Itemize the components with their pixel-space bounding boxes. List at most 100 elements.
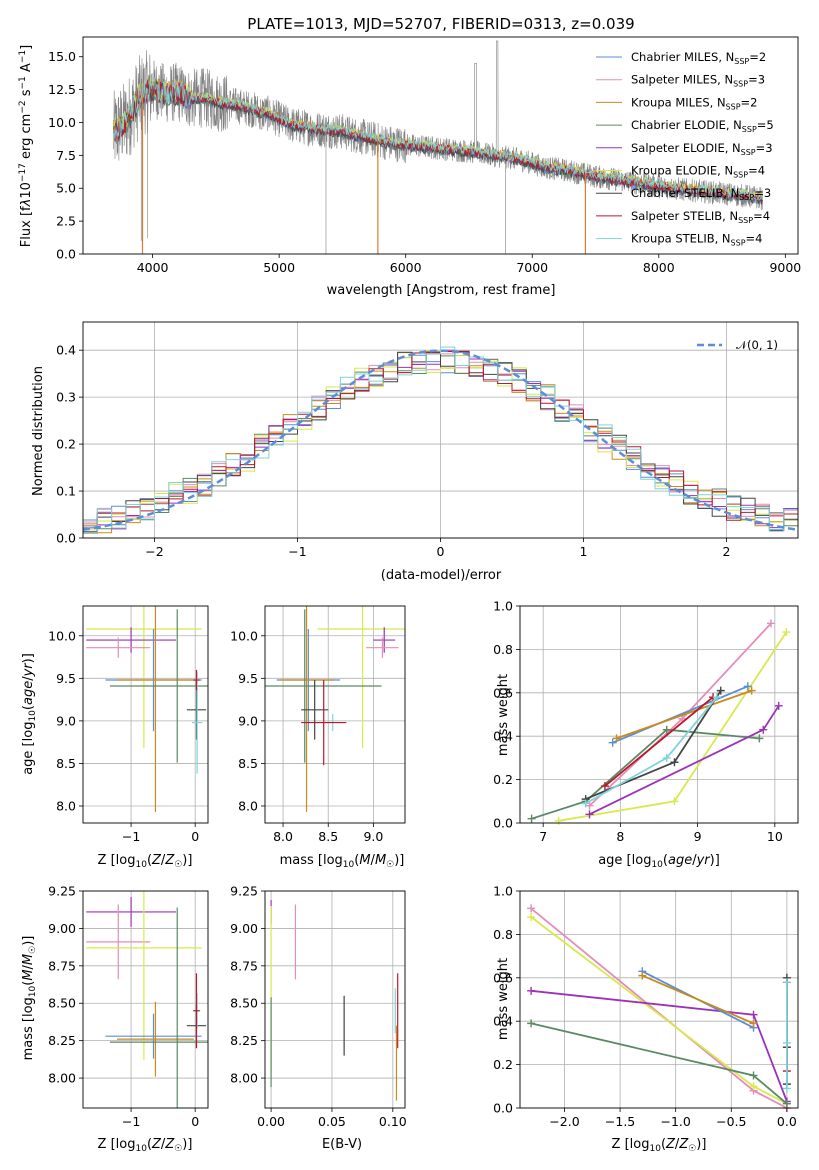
weight-marker bbox=[759, 725, 768, 734]
weight-marker bbox=[749, 1082, 758, 1091]
x-tick-label: 9 bbox=[694, 829, 702, 844]
x-tick-label: 8 bbox=[616, 829, 624, 844]
spectrum-xlabel: wavelength [Angstrom, rest frame] bbox=[327, 283, 556, 298]
y-tick-label: 0.4 bbox=[56, 343, 76, 358]
y-tick-label: 9.5 bbox=[238, 671, 258, 686]
weight-marker bbox=[782, 628, 791, 637]
y-tick-label: 10.0 bbox=[230, 628, 258, 643]
weight-marker bbox=[712, 693, 721, 702]
plot-frame bbox=[264, 605, 406, 824]
weight-line bbox=[531, 728, 760, 820]
weight-line bbox=[530, 1022, 788, 1105]
x-tick-label: 0.10 bbox=[379, 1114, 407, 1129]
y-tick-label: 0.4 bbox=[493, 729, 513, 744]
weight-line bbox=[641, 974, 754, 1025]
y-tick-label: 8.00 bbox=[230, 1071, 258, 1086]
x-tick-label: 9000 bbox=[769, 260, 801, 275]
subscript: SSP bbox=[738, 216, 753, 225]
legend-value: =2 bbox=[741, 95, 758, 109]
y-tick-label: 7.5 bbox=[56, 148, 76, 163]
error-bars bbox=[270, 899, 399, 1101]
age-vs-mass-xlabel: mass [log10(M/M☉)] bbox=[280, 853, 405, 870]
weight-marker bbox=[782, 978, 791, 987]
model-spectrum-line bbox=[113, 76, 763, 201]
x-tick-label: 0 bbox=[191, 829, 199, 844]
y-tick-label: 8.5 bbox=[56, 756, 76, 771]
weight-marker bbox=[554, 816, 563, 825]
x-tick-label: −1 bbox=[122, 829, 140, 844]
y-tick-label: 0.2 bbox=[493, 772, 513, 787]
legend-label: Chabrier ELODIE, NSSP=5 bbox=[631, 118, 774, 134]
age-vs-z-ylabel: age [log10(age/yr)] bbox=[21, 653, 38, 775]
x-tick-label: 8000 bbox=[643, 260, 675, 275]
grid-lines bbox=[265, 890, 405, 1108]
y-tick-label: 0.0 bbox=[493, 816, 513, 831]
legend-label: Kroupa ELODIE, NSSP=4 bbox=[631, 164, 765, 180]
age-vs-z-panel: −1 0 8.0 8.5 9.0 9.5 10.0 bbox=[48, 605, 209, 844]
y-tick-label: 9.00 bbox=[230, 921, 258, 936]
weight-vs-z-xlabel: Z [log10(Z/Z☉)] bbox=[612, 1137, 707, 1154]
x-tick-label: 0 bbox=[191, 1114, 199, 1129]
legend-label: Salpeter STELIB, NSSP=4 bbox=[631, 209, 770, 225]
weight-marker bbox=[670, 758, 679, 767]
y-tick-label: 0.6 bbox=[493, 970, 513, 985]
subscript: SSP bbox=[742, 125, 757, 134]
residual-ylabel: Normed distribution bbox=[31, 366, 46, 496]
y-tick-label: 0.4 bbox=[493, 1014, 513, 1029]
legend-value: =2 bbox=[749, 50, 766, 64]
x-tick-label: 0.05 bbox=[318, 1114, 346, 1129]
weight-marker bbox=[662, 753, 671, 762]
x-tick-label: 2 bbox=[723, 544, 731, 559]
weight-marker bbox=[527, 913, 536, 922]
weight-marker bbox=[782, 1099, 791, 1108]
spectrum-ylabel: Flux [fλ10−17 erg cm−2 s−1 A−1] bbox=[18, 45, 34, 247]
subscript: SSP bbox=[726, 102, 741, 111]
weight-line bbox=[530, 916, 788, 1105]
y-tick-label: 8.0 bbox=[238, 798, 258, 813]
normal-curve bbox=[82, 349, 799, 532]
weight-line bbox=[558, 631, 788, 822]
age-vs-z-xlabel: Z [log10(Z/Z☉)] bbox=[98, 853, 193, 870]
weight-marker bbox=[581, 799, 590, 808]
subscript: SSP bbox=[741, 148, 756, 157]
y-tick-label: 9.00 bbox=[48, 921, 76, 936]
weight-marker bbox=[612, 734, 621, 743]
y-tick-label: 0.8 bbox=[493, 927, 513, 942]
x-tick-label: 7000 bbox=[516, 260, 548, 275]
residual-histogram bbox=[83, 350, 798, 533]
y-tick-label: 0.6 bbox=[493, 685, 513, 700]
plot-frame bbox=[519, 890, 799, 1109]
y-tick-label: 10.0 bbox=[48, 115, 76, 130]
mass-vs-z-xlabel: Z [log10(Z/Z☉)] bbox=[98, 1137, 193, 1154]
legend-label: Salpeter MILES, NSSP=3 bbox=[631, 73, 765, 89]
y-tick-label: 1.0 bbox=[493, 599, 513, 614]
x-tick-label: −2 bbox=[145, 544, 163, 559]
x-tick-label: 8.5 bbox=[318, 829, 338, 844]
subscript: SSP bbox=[733, 80, 748, 89]
legend-label: Chabrier MILES, NSSP=2 bbox=[631, 50, 766, 66]
y-tick-label: 8.5 bbox=[238, 756, 258, 771]
plot-frame bbox=[264, 890, 406, 1109]
subscript: SSP bbox=[734, 57, 749, 66]
x-tick-label: 0.00 bbox=[257, 1114, 285, 1129]
subscript: SSP bbox=[731, 239, 746, 248]
legend-label: Salpeter ELODIE, NSSP=3 bbox=[631, 141, 773, 157]
y-tick-label: 0.3 bbox=[56, 390, 76, 405]
y-tick-label: 0.8 bbox=[493, 642, 513, 657]
plot-frame bbox=[82, 890, 209, 1109]
weight-line bbox=[530, 907, 788, 1109]
legend-value: =4 bbox=[753, 209, 770, 223]
weight-marker bbox=[747, 686, 756, 695]
weight-marker bbox=[749, 1010, 758, 1019]
x-tick-label: 0.0 bbox=[777, 1114, 797, 1129]
error-bars bbox=[86, 606, 208, 812]
y-tick-label: 0.2 bbox=[493, 1057, 513, 1072]
weight-marker bbox=[600, 782, 609, 791]
weight-marker bbox=[608, 738, 617, 747]
weight-marker bbox=[743, 682, 752, 691]
y-tick-label: 9.0 bbox=[56, 713, 76, 728]
plot-frame bbox=[82, 36, 799, 255]
legend-value: =3 bbox=[756, 141, 773, 155]
weight-marker bbox=[527, 1019, 536, 1028]
